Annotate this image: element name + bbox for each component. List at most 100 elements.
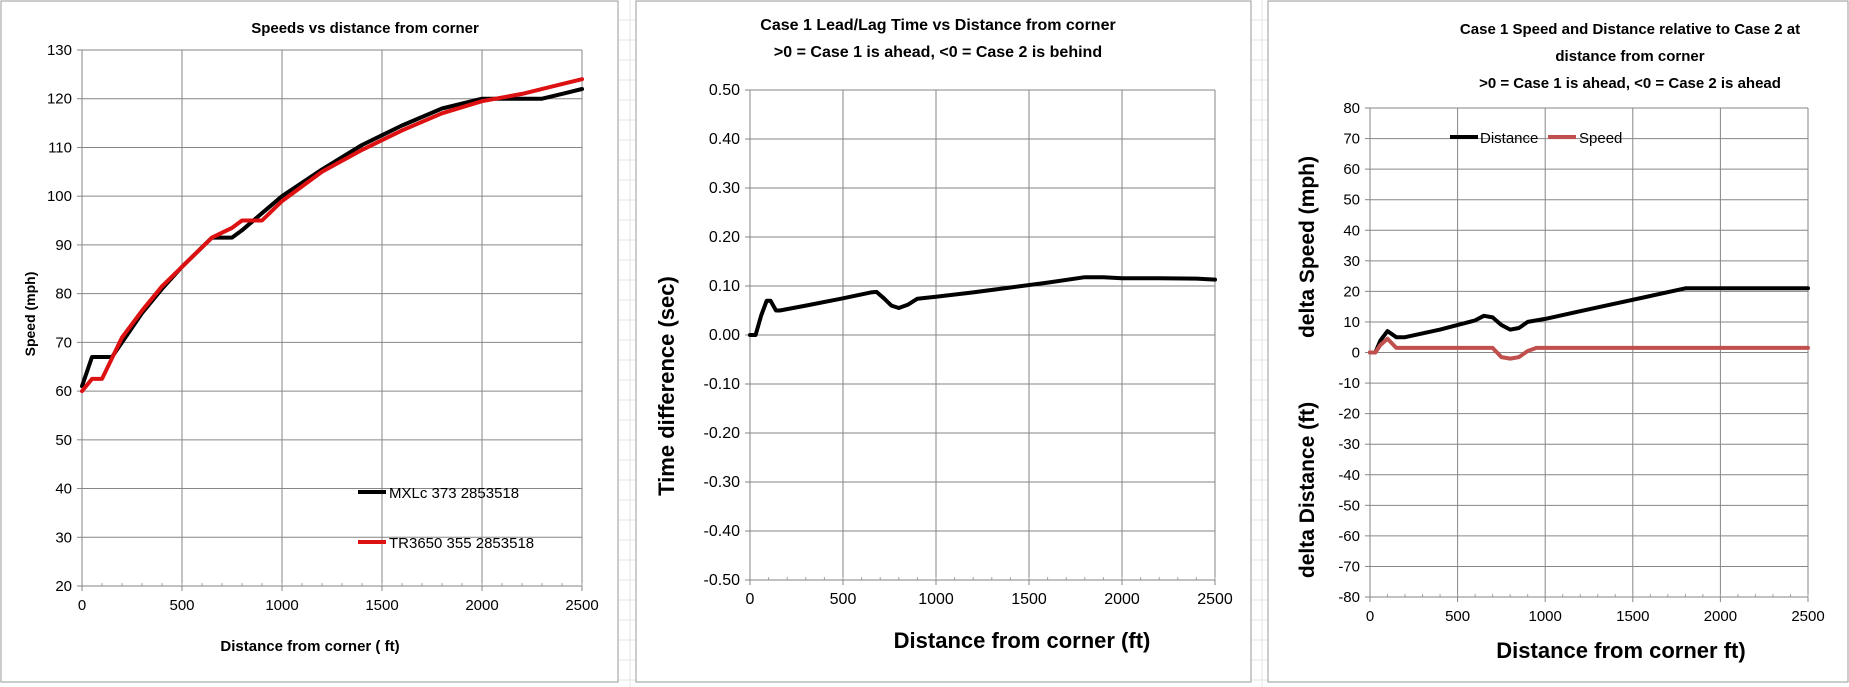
y-tick-label: 50 bbox=[55, 432, 72, 449]
y-tick-label: 70 bbox=[1343, 131, 1360, 148]
y-tick-label: 100 bbox=[47, 188, 72, 205]
chart-2-frame bbox=[635, 0, 1252, 683]
y-tick-label: -20 bbox=[1338, 406, 1360, 423]
chart-2-subtitle: >0 = Case 1 is ahead, <0 = Case 2 is beh… bbox=[774, 44, 1102, 61]
y-tick-label: 40 bbox=[1343, 222, 1360, 239]
chart-2-gridlines bbox=[749, 89, 1216, 581]
chart-1-y-ticks: 130 120 110 100 90 80 70 60 50 40 30 20 bbox=[47, 42, 72, 595]
y-tick-label: 20 bbox=[1343, 283, 1360, 300]
series-line-tr3650-355-2853518 bbox=[80, 77, 584, 394]
chart-3-y-ticks: 80 70 60 50 40 30 20 10 0 -10 -20 -30 -40 -50 -60 -70 -8… bbox=[1338, 100, 1360, 606]
series-line-distance bbox=[1368, 286, 1810, 355]
y-tick-label: 10 bbox=[1343, 314, 1360, 331]
y-tick-label: 120 bbox=[47, 91, 72, 108]
chart-2: 0 500 1000 1500 2000 2500 0.50 0.40 0.30 0.20 0.1… bbox=[635, 0, 1252, 683]
chart-3-y-axis-label-bottom: delta Distance (ft) bbox=[1296, 402, 1319, 578]
y-tick-label: 0.20 bbox=[709, 229, 740, 246]
x-tick-label: 0 bbox=[746, 591, 755, 608]
chart-1: 0 500 1000 1500 2000 2500 130 120 110 100 90 80 70 6… bbox=[0, 0, 619, 683]
y-tick-label: -0.40 bbox=[704, 523, 741, 540]
y-tick-label: 50 bbox=[1343, 192, 1360, 209]
y-tick-label: 0.30 bbox=[709, 180, 740, 197]
y-tick-label: -0.10 bbox=[704, 376, 741, 393]
chart-1-y-axis-label: Speed (mph) bbox=[22, 272, 38, 357]
x-tick-label: 1000 bbox=[265, 597, 298, 614]
y-tick-label: -70 bbox=[1338, 558, 1360, 575]
y-tick-label: -0.30 bbox=[704, 474, 741, 491]
y-tick-label: -0.50 bbox=[704, 572, 741, 589]
x-tick-label: 500 bbox=[169, 597, 194, 614]
chart-2-x-axis-label: Distance from corner (ft) bbox=[894, 628, 1151, 653]
chart-3-title-line-2: distance from corner bbox=[1555, 48, 1704, 65]
chart-3-x-axis-label: Distance from corner ft) bbox=[1496, 638, 1745, 663]
legend-speed-label: Speed bbox=[1579, 130, 1622, 147]
x-tick-label: 2000 bbox=[465, 597, 498, 614]
x-tick-label: 2500 bbox=[1197, 591, 1233, 608]
y-tick-label: 80 bbox=[1343, 100, 1360, 117]
y-tick-label: -60 bbox=[1338, 528, 1360, 545]
chart-1-x-ticks: 0 500 1000 1500 2000 2500 bbox=[78, 597, 599, 614]
x-tick-label: 500 bbox=[830, 591, 857, 608]
y-tick-label: -50 bbox=[1338, 497, 1360, 514]
x-tick-label: 2500 bbox=[565, 597, 598, 614]
chart-3-legend: Distance Speed bbox=[1450, 130, 1622, 147]
chart-3-y-axis-label-top: delta Speed (mph) bbox=[1296, 156, 1319, 338]
y-tick-label: -40 bbox=[1338, 467, 1360, 484]
legend-tr3650-label: TR3650 355 2853518 bbox=[389, 535, 534, 552]
x-tick-label: 0 bbox=[1366, 608, 1374, 625]
legend-mxlc-label: MXLc 373 2853518 bbox=[389, 485, 519, 502]
y-tick-label: 20 bbox=[55, 578, 72, 595]
y-tick-label: 0.40 bbox=[709, 131, 740, 148]
chart-1-series bbox=[80, 77, 584, 394]
series-line-speed bbox=[1368, 336, 1810, 361]
y-tick-label: 60 bbox=[55, 383, 72, 400]
chart-2-title: Case 1 Lead/Lag Time vs Distance from co… bbox=[760, 17, 1115, 34]
y-tick-label: 70 bbox=[55, 334, 72, 351]
chart-1-axes bbox=[77, 49, 583, 591]
chart-3: 0 500 1000 1500 2000 2500 80 70 60 50 40 30 20 10 0 -1… bbox=[1267, 0, 1849, 683]
y-tick-label: 80 bbox=[55, 286, 72, 303]
y-tick-label: 0.00 bbox=[709, 327, 740, 344]
chart-1-x-axis-label: Distance from corner ( ft) bbox=[220, 638, 399, 655]
legend-distance-label: Distance bbox=[1480, 130, 1538, 147]
chart-2-y-axis-label: Time difference (sec) bbox=[654, 276, 679, 496]
x-tick-label: 2000 bbox=[1704, 608, 1737, 625]
chart-2-series bbox=[748, 275, 1217, 337]
x-tick-label: 1500 bbox=[1616, 608, 1649, 625]
y-tick-label: -80 bbox=[1338, 589, 1360, 606]
y-tick-label: 0.50 bbox=[709, 82, 740, 99]
x-tick-label: 2500 bbox=[1791, 608, 1824, 625]
x-tick-label: 1000 bbox=[918, 591, 954, 608]
chart-3-title-line-1: Case 1 Speed and Distance relative to Ca… bbox=[1460, 21, 1800, 38]
y-tick-label: 30 bbox=[55, 529, 72, 546]
chart-3-series bbox=[1368, 286, 1810, 361]
y-tick-label: -30 bbox=[1338, 436, 1360, 453]
y-tick-label: 0 bbox=[1352, 345, 1360, 362]
x-tick-label: 1500 bbox=[365, 597, 398, 614]
y-tick-label: 40 bbox=[55, 481, 72, 498]
x-tick-label: 500 bbox=[1445, 608, 1470, 625]
y-tick-label: 60 bbox=[1343, 161, 1360, 178]
chart-3-x-ticks: 0 500 1000 1500 2000 2500 bbox=[1366, 608, 1825, 625]
y-tick-label: 30 bbox=[1343, 253, 1360, 270]
chart-1-frame bbox=[0, 0, 619, 683]
chart-2-x-ticks: 0 500 1000 1500 2000 2500 bbox=[746, 591, 1233, 608]
chart-3-subtitle: >0 = Case 1 is ahead, <0 = Case 2 is ahe… bbox=[1479, 75, 1781, 92]
x-tick-label: 1000 bbox=[1529, 608, 1562, 625]
x-tick-label: 1500 bbox=[1011, 591, 1047, 608]
chart-3-frame bbox=[1267, 0, 1849, 683]
y-tick-label: 90 bbox=[55, 237, 72, 254]
y-tick-label: 130 bbox=[47, 42, 72, 59]
y-tick-label: -10 bbox=[1338, 375, 1360, 392]
y-tick-label: 0.10 bbox=[709, 278, 740, 295]
chart-2-axes bbox=[745, 89, 1216, 585]
chart-2-y-ticks: 0.50 0.40 0.30 0.20 0.10 0.00 -0.10 -0.20 -0.30 -… bbox=[704, 82, 741, 589]
chart-1-title: Speeds vs distance from corner bbox=[251, 20, 479, 37]
y-tick-label: -0.20 bbox=[704, 425, 741, 442]
x-tick-label: 2000 bbox=[1104, 591, 1140, 608]
x-tick-label: 0 bbox=[78, 597, 86, 614]
series-line-series-1 bbox=[748, 275, 1217, 337]
y-tick-label: 110 bbox=[48, 139, 72, 156]
chart-1-legend: MXLc 373 2853518 TR3650 355 2853518 bbox=[358, 485, 534, 552]
